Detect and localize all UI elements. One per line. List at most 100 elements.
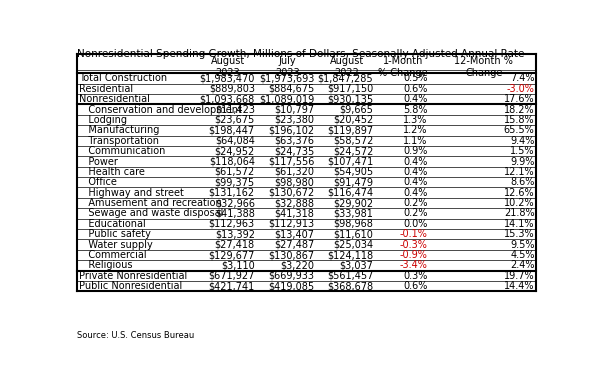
Text: $98,968: $98,968 [334, 219, 373, 229]
Text: Office: Office [79, 177, 117, 187]
Text: $198,447: $198,447 [209, 126, 255, 135]
Text: Communication: Communication [79, 146, 165, 156]
Text: -3.0%: -3.0% [507, 84, 535, 94]
Text: 2.4%: 2.4% [510, 261, 535, 270]
Text: 10.2%: 10.2% [504, 198, 535, 208]
Text: Sewage and waste disposal: Sewage and waste disposal [79, 209, 223, 218]
Text: Manufacturing: Manufacturing [79, 126, 159, 135]
Text: $64,084: $64,084 [215, 136, 255, 146]
Text: $20,452: $20,452 [333, 115, 373, 125]
Text: 9.9%: 9.9% [510, 157, 535, 166]
Text: $116,474: $116,474 [327, 188, 373, 198]
Text: $1,089,019: $1,089,019 [259, 94, 314, 104]
Text: Power: Power [79, 157, 118, 166]
Text: $25,034: $25,034 [333, 240, 373, 249]
Text: Commercial: Commercial [79, 250, 146, 260]
Text: $1,983,470: $1,983,470 [199, 74, 255, 83]
Text: Nonresidential Spending Growth, Millions of Dollars, Seasonally Adjusted Annual : Nonresidential Spending Growth, Millions… [77, 49, 525, 59]
Text: $112,913: $112,913 [268, 219, 314, 229]
Text: 0.4%: 0.4% [403, 94, 428, 104]
Text: $419,085: $419,085 [268, 281, 314, 291]
Text: Transportation: Transportation [79, 136, 159, 146]
Text: $107,471: $107,471 [327, 157, 373, 166]
Text: $23,675: $23,675 [215, 115, 255, 125]
Text: 9.5%: 9.5% [510, 240, 535, 249]
Text: -3.4%: -3.4% [400, 261, 428, 270]
Text: $11,423: $11,423 [215, 105, 255, 114]
Text: 12.6%: 12.6% [504, 188, 535, 198]
Text: 1.1%: 1.1% [403, 136, 428, 146]
Text: -0.3%: -0.3% [400, 240, 428, 249]
Text: 1-Month
% Change: 1-Month % Change [379, 56, 428, 78]
Text: $561,457: $561,457 [327, 271, 373, 281]
Text: 12-Month %
Change: 12-Month % Change [454, 56, 513, 78]
Text: $13,392: $13,392 [215, 229, 255, 239]
Text: Residential: Residential [79, 84, 133, 94]
Text: $118,064: $118,064 [209, 157, 255, 166]
Text: $130,867: $130,867 [268, 250, 314, 260]
Text: $27,418: $27,418 [215, 240, 255, 249]
Text: $32,966: $32,966 [215, 198, 255, 208]
Text: 5.8%: 5.8% [403, 105, 428, 114]
Text: 0.4%: 0.4% [403, 177, 428, 187]
Text: Health care: Health care [79, 167, 145, 177]
Text: $196,102: $196,102 [268, 126, 314, 135]
Text: $24,735: $24,735 [274, 146, 314, 156]
Text: $930,135: $930,135 [327, 94, 373, 104]
Text: 8.6%: 8.6% [510, 177, 535, 187]
Text: Conservation and development: Conservation and development [79, 105, 242, 114]
Text: August
2023: August 2023 [211, 56, 245, 78]
Text: Amusement and recreation: Amusement and recreation [79, 198, 221, 208]
Text: $24,952: $24,952 [215, 146, 255, 156]
Text: 9.4%: 9.4% [510, 136, 535, 146]
Text: August
2022: August 2022 [329, 56, 364, 78]
Text: 4.5%: 4.5% [510, 250, 535, 260]
Text: 15.3%: 15.3% [504, 229, 535, 239]
Text: $10,797: $10,797 [274, 105, 314, 114]
Text: $124,118: $124,118 [327, 250, 373, 260]
Text: $9,665: $9,665 [340, 105, 373, 114]
Text: 0.4%: 0.4% [403, 157, 428, 166]
Text: 14.4%: 14.4% [504, 281, 535, 291]
Text: 0.6%: 0.6% [403, 84, 428, 94]
Text: 19.7%: 19.7% [504, 271, 535, 281]
Text: Highway and street: Highway and street [79, 188, 184, 198]
Text: Total Construction: Total Construction [79, 74, 167, 83]
Text: $91,479: $91,479 [334, 177, 373, 187]
Text: $119,897: $119,897 [327, 126, 373, 135]
Text: 0.4%: 0.4% [403, 188, 428, 198]
Text: 18.2%: 18.2% [504, 105, 535, 114]
Text: $99,375: $99,375 [215, 177, 255, 187]
Text: 1.3%: 1.3% [403, 115, 428, 125]
Text: 12.1%: 12.1% [504, 167, 535, 177]
Text: Nonresidential: Nonresidential [79, 94, 150, 104]
Text: July
2023: July 2023 [275, 56, 300, 78]
Text: $131,162: $131,162 [209, 188, 255, 198]
Text: $98,980: $98,980 [275, 177, 314, 187]
Text: Religious: Religious [79, 261, 133, 270]
Text: Water supply: Water supply [79, 240, 152, 249]
Text: 65.5%: 65.5% [504, 126, 535, 135]
Text: 7.4%: 7.4% [510, 74, 535, 83]
Text: -0.9%: -0.9% [400, 250, 428, 260]
Text: 15.8%: 15.8% [504, 115, 535, 125]
Text: $3,220: $3,220 [280, 261, 314, 270]
Text: $917,150: $917,150 [327, 84, 373, 94]
Text: $669,933: $669,933 [268, 271, 314, 281]
Text: $41,388: $41,388 [215, 209, 255, 218]
Text: $368,678: $368,678 [327, 281, 373, 291]
Text: $3,110: $3,110 [221, 261, 255, 270]
Text: $54,905: $54,905 [333, 167, 373, 177]
Text: $671,927: $671,927 [208, 271, 255, 281]
Text: 0.5%: 0.5% [403, 74, 428, 83]
Text: $11,610: $11,610 [334, 229, 373, 239]
Text: $884,675: $884,675 [268, 84, 314, 94]
Text: $24,572: $24,572 [333, 146, 373, 156]
Text: 0.0%: 0.0% [403, 219, 428, 229]
Text: $1,973,693: $1,973,693 [259, 74, 314, 83]
Text: 0.4%: 0.4% [403, 167, 428, 177]
Text: 21.8%: 21.8% [504, 209, 535, 218]
Text: $63,376: $63,376 [274, 136, 314, 146]
Text: Lodging: Lodging [79, 115, 127, 125]
Text: 0.9%: 0.9% [403, 146, 428, 156]
